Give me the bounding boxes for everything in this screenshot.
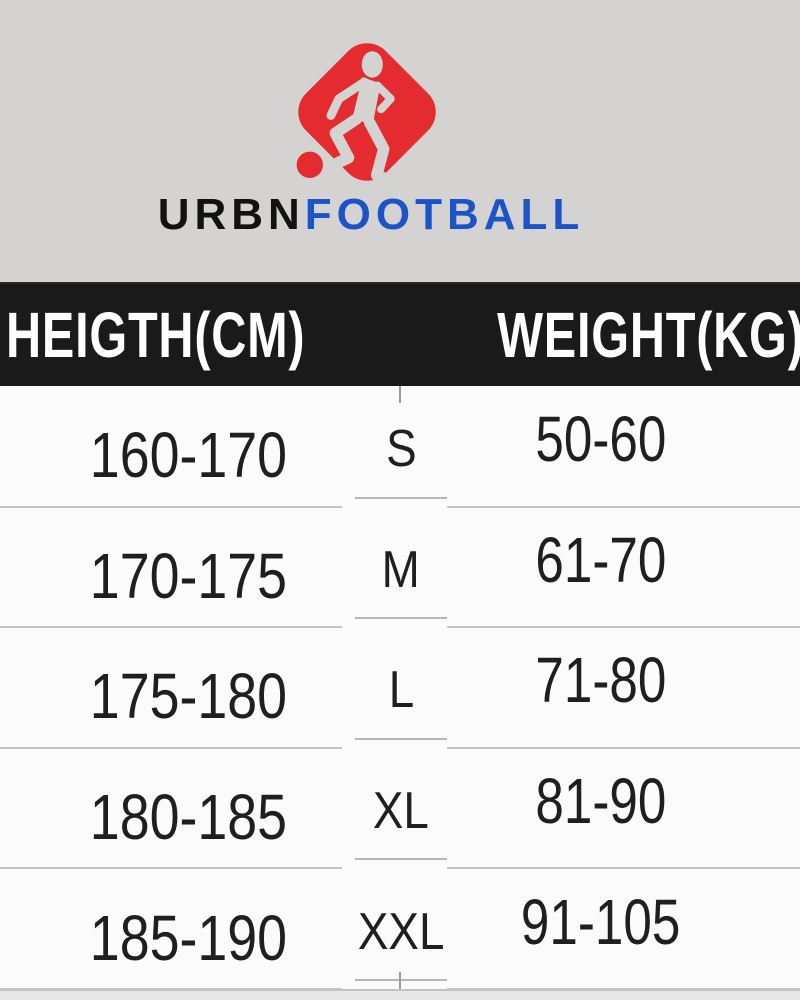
size-cell: M [381,540,421,599]
height-cell: 175-180 [89,660,288,733]
size-cell: S [385,420,417,479]
size-row-m: 170-175 M 61-70 [0,507,800,629]
weight-cell: 81-90 [535,765,666,838]
size-cell: XL [373,782,429,841]
brand-section: URBNFOOTBALL [0,0,800,282]
size-chart-body: 160-170 S 50-60 170-175 M 61-70 175-180 … [0,386,800,990]
weight-cell: 50-60 [535,403,666,476]
row-divider-left [0,987,342,990]
row-divider-right [447,746,800,749]
row-divider-left [0,746,342,749]
row-divider-middle [355,737,447,740]
brand-wordmark: URBNFOOTBALL [0,190,742,240]
row-divider-middle [355,617,447,620]
size-cell: L [388,661,414,720]
height-cell: 180-185 [89,781,288,854]
brand-wordmark-football: FOOTBALL [304,190,585,239]
size-cell: XXL [357,902,445,961]
brand-wordmark-urbn: URBN [157,190,305,239]
size-chart-header: HEIGTH(CM) WEIGHT(KG) [0,282,800,386]
height-column-header: HEIGTH(CM) [6,299,306,371]
weight-cell: 91-105 [520,885,681,958]
weight-cell: 71-80 [535,644,666,717]
size-row-xl: 180-185 XL 81-90 [0,748,800,870]
center-tick-top [399,386,401,403]
size-row-s: 160-170 S 50-60 [0,386,800,508]
center-tick-bottom [399,972,401,989]
row-divider-left [0,626,342,629]
height-cell: 185-190 [89,901,288,974]
weight-cell: 61-70 [535,523,666,596]
height-cell: 160-170 [89,419,288,492]
size-row-l: 175-180 L 71-80 [0,627,800,749]
size-row-xxl: 185-190 XXL 91-105 [0,868,800,990]
row-divider-middle [355,858,447,861]
row-divider-middle [355,978,447,981]
row-divider-right [447,987,800,990]
row-divider-left [0,505,342,508]
height-cell: 170-175 [89,539,288,612]
row-divider-middle [355,496,447,499]
row-divider-right [447,867,800,870]
weight-column-header: WEIGHT(KG) [497,299,800,371]
row-divider-right [447,626,800,629]
row-divider-right [447,505,800,508]
row-divider-left [0,867,342,870]
bottom-strip [0,989,800,1000]
football-player-icon [296,43,436,185]
